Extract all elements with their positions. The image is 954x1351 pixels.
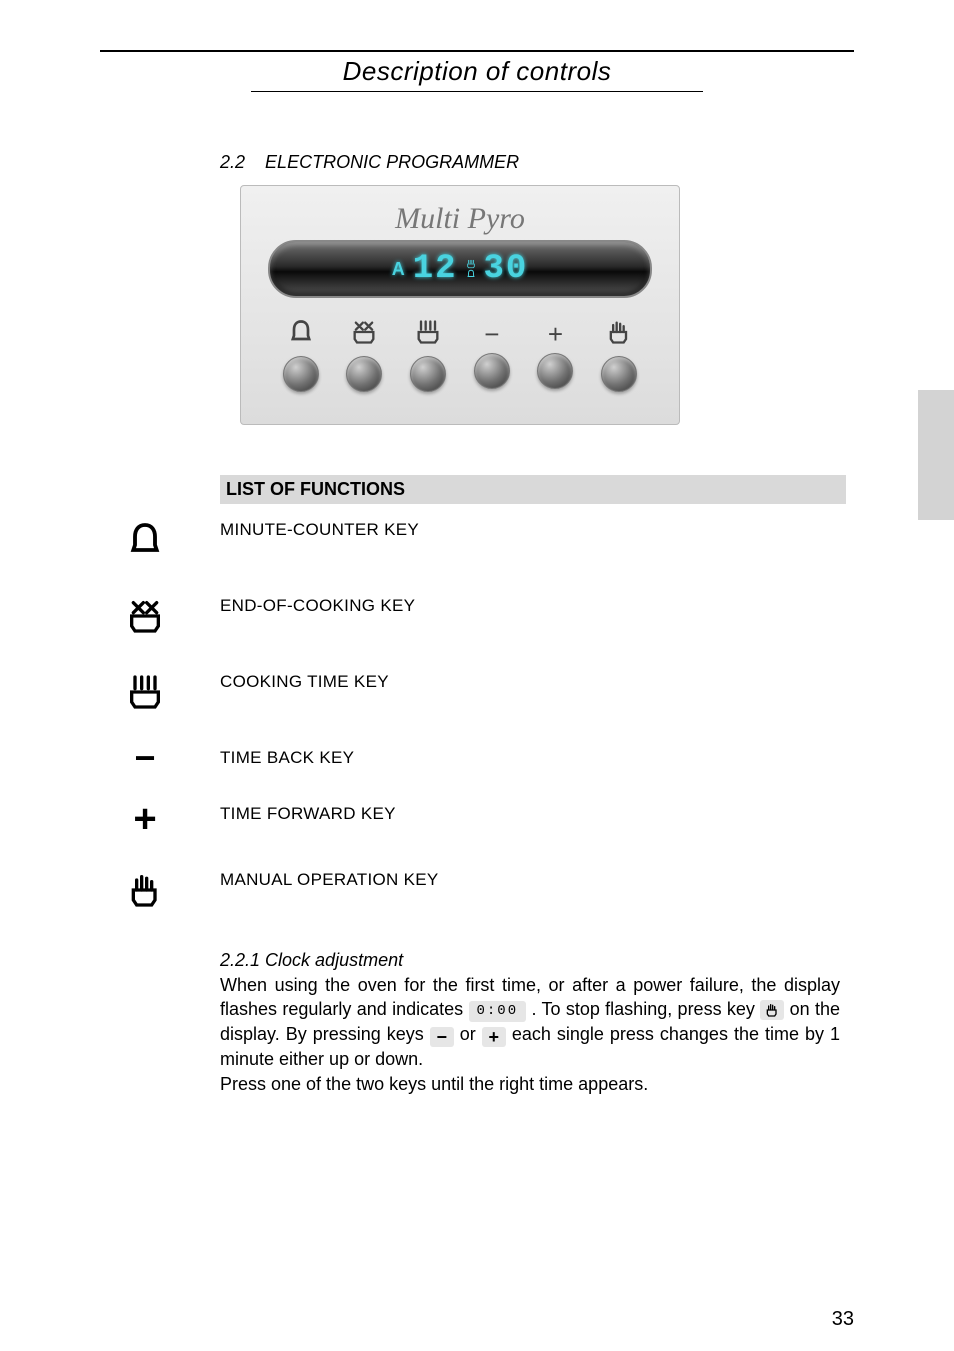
page-title: Description of controls: [100, 56, 854, 87]
minus-icon: −: [430, 1027, 454, 1047]
knob[interactable]: [346, 356, 382, 392]
display-zero-badge: 0:00: [469, 1001, 527, 1022]
knob[interactable]: [601, 356, 637, 392]
pot-x-icon: [350, 318, 378, 350]
display-indicator-a: A: [392, 259, 407, 280]
hand-icon: [760, 1000, 784, 1020]
header-rule-top: [100, 50, 854, 52]
cooking-time-button[interactable]: [410, 318, 446, 392]
list-item: COOKING TIME KEY: [120, 672, 854, 712]
end-of-cooking-button[interactable]: [346, 318, 382, 392]
knob[interactable]: [283, 356, 319, 392]
pot-x-icon: [120, 596, 170, 636]
minus-icon: −: [484, 321, 499, 347]
functions-heading: LIST OF FUNCTIONS: [220, 475, 846, 504]
header-rule-bottom: [251, 91, 703, 92]
list-item-label: MINUTE-COUNTER KEY: [220, 520, 419, 540]
page: Description of controls 2.2 ELECTRONIC P…: [0, 0, 954, 1351]
knob[interactable]: [410, 356, 446, 392]
plus-icon: +: [482, 1027, 506, 1047]
list-item-label: COOKING TIME KEY: [220, 672, 389, 692]
pot-icon: [120, 672, 170, 712]
hand-icon: [120, 870, 170, 910]
manual-operation-button[interactable]: [601, 318, 637, 392]
clock-heading: 2.2.1 Clock adjustment: [220, 950, 840, 971]
display: A 12 30: [268, 240, 652, 298]
knob[interactable]: [474, 353, 510, 389]
hand-icon: [605, 318, 633, 350]
list-item: END-OF-COOKING KEY: [120, 596, 854, 636]
time-back-button[interactable]: −: [474, 321, 510, 389]
panel-brand: Multi Pyro: [259, 202, 661, 236]
panel-button-row: − +: [259, 318, 661, 392]
display-readout: A 12 30: [392, 250, 529, 288]
clock-adjustment-section: 2.2.1 Clock adjustment When using the ov…: [220, 950, 840, 1096]
clock-text: Press one of the two keys until the righ…: [220, 1074, 648, 1094]
list-item-label: TIME BACK KEY: [220, 748, 354, 768]
display-minutes: 30: [484, 250, 529, 288]
display-hours: 12: [413, 250, 458, 288]
programmer-panel: Multi Pyro A 12 30: [240, 185, 680, 425]
bell-icon: [287, 318, 315, 350]
display-mid-icons: [464, 259, 478, 279]
clock-text: . To stop flashing, press key: [531, 999, 760, 1019]
pot-icon: [414, 318, 442, 350]
list-item-label: MANUAL OPERATION KEY: [220, 870, 439, 890]
minus-icon: −: [120, 748, 170, 768]
section-heading: 2.2 ELECTRONIC PROGRAMMER: [220, 152, 854, 173]
section-number: 2.2: [220, 152, 245, 172]
clock-body: When using the oven for the first time, …: [220, 973, 840, 1096]
list-item: + TIME FORWARD KEY: [120, 804, 854, 834]
list-item: MANUAL OPERATION KEY: [120, 870, 854, 910]
list-item: − TIME BACK KEY: [120, 748, 854, 768]
plus-icon: +: [548, 321, 563, 347]
time-forward-button[interactable]: +: [537, 321, 573, 389]
minute-counter-button[interactable]: [283, 318, 319, 392]
bell-icon: [120, 520, 170, 560]
list-item-label: END-OF-COOKING KEY: [220, 596, 415, 616]
clock-text: or: [460, 1024, 482, 1044]
functions-list: MINUTE-COUNTER KEY END-OF-COOKING KEY CO…: [120, 520, 854, 910]
list-item-label: TIME FORWARD KEY: [220, 804, 396, 824]
plus-icon: +: [120, 804, 170, 834]
section-name: ELECTRONIC PROGRAMMER: [265, 152, 519, 172]
page-number: 33: [832, 1308, 854, 1331]
knob[interactable]: [537, 353, 573, 389]
list-item: MINUTE-COUNTER KEY: [120, 520, 854, 560]
side-tab: [918, 390, 954, 520]
